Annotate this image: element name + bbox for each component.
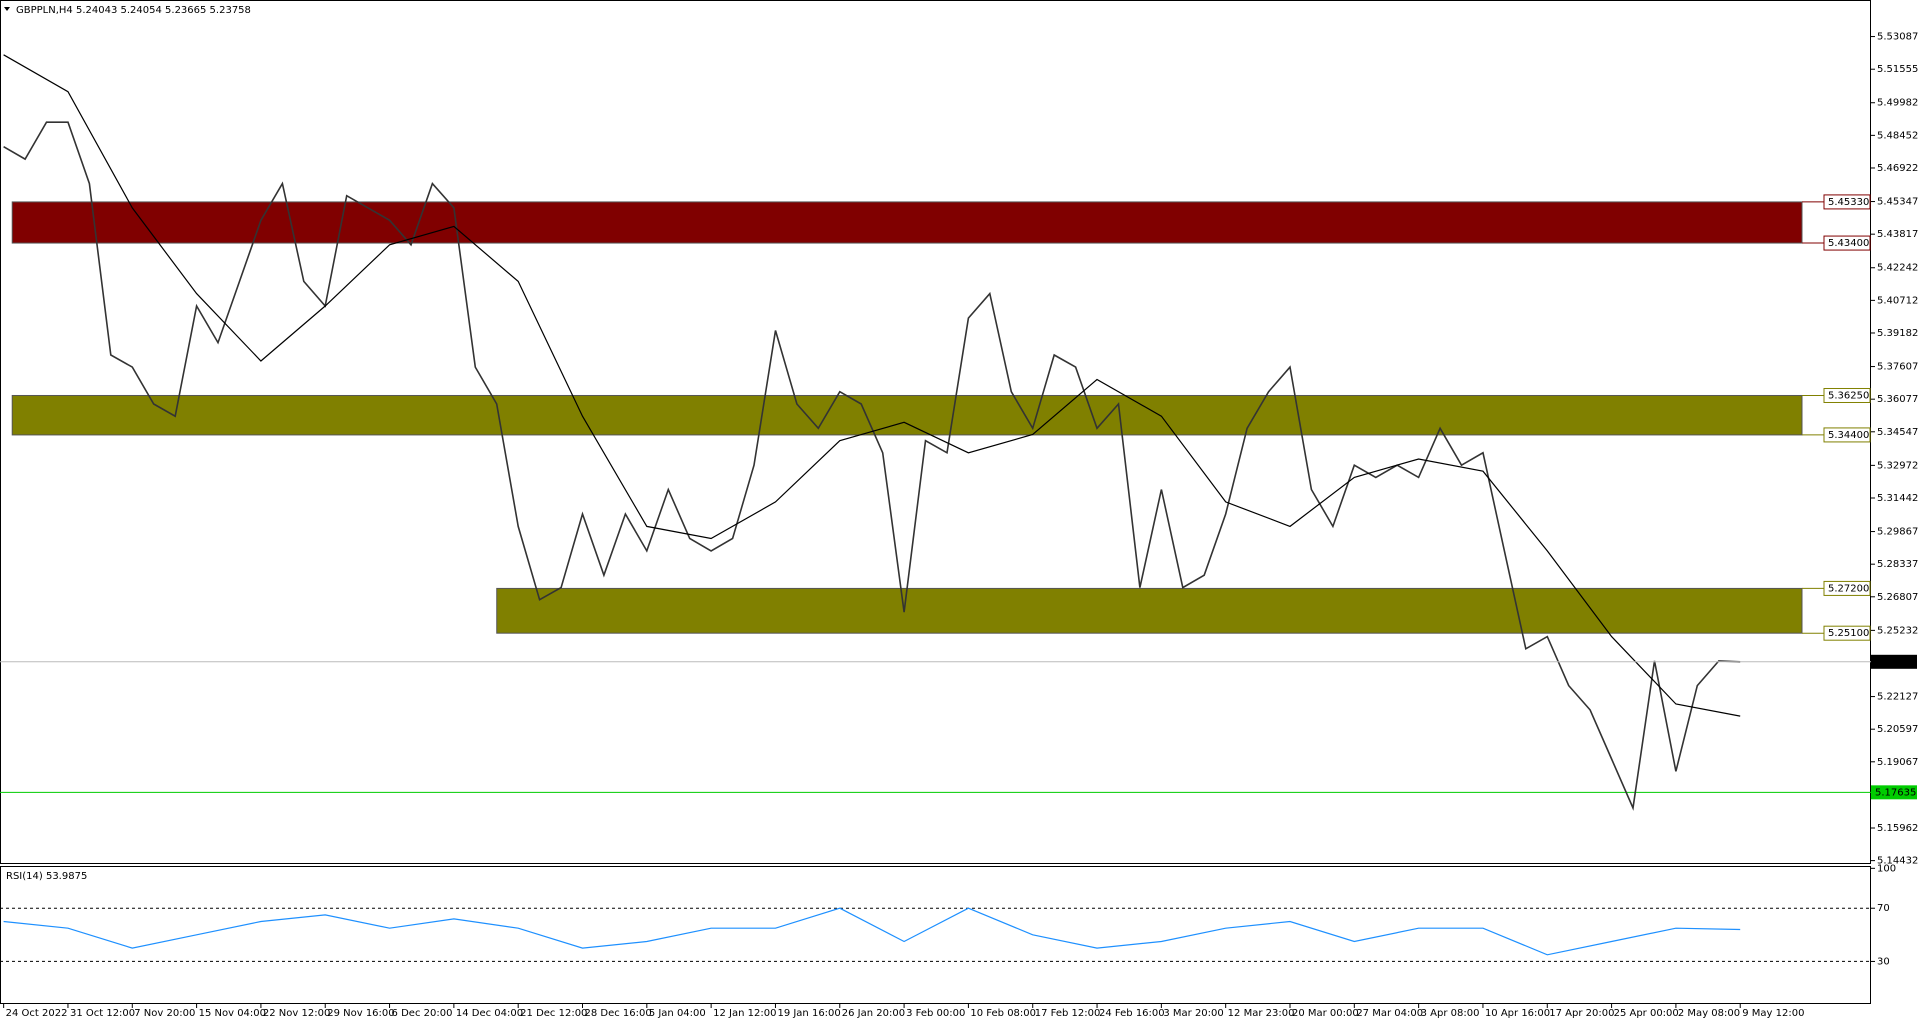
y-tick-label: 5.31442 — [1877, 493, 1918, 504]
y-tick-label: 5.46922 — [1877, 163, 1918, 174]
x-tick-label: 15 Nov 04:00 — [199, 1008, 266, 1019]
x-tick-label: 12 Jan 12:00 — [713, 1008, 776, 1019]
y-tick-label: 5.19067 — [1877, 757, 1918, 768]
y-tick-label: 5.36077 — [1877, 394, 1918, 405]
y-tick-label: 5.32972 — [1877, 460, 1918, 471]
x-tick-label: 17 Feb 12:00 — [1035, 1008, 1101, 1019]
support-label: 5.17635 — [1875, 787, 1916, 798]
x-tick-label: 28 Dec 16:00 — [585, 1008, 652, 1019]
y-tick-label: 5.53087 — [1877, 32, 1918, 43]
zone-label-box — [1823, 580, 1871, 596]
zone — [11, 201, 1803, 244]
rsi-title: RSI(14) 53.9875 — [6, 871, 87, 882]
x-tick-label: 31 Oct 12:00 — [70, 1008, 135, 1019]
x-tick-label: 19 Jan 16:00 — [777, 1008, 840, 1019]
x-tick-label: 3 Apr 08:00 — [1421, 1008, 1480, 1019]
rsi-tick-label: 30 — [1877, 956, 1890, 967]
rsi-panel — [0, 866, 1871, 1004]
y-tick-label: 5.26807 — [1877, 592, 1918, 603]
y-tick-label: 5.39182 — [1877, 328, 1918, 339]
rsi-tick-label: 100 — [1877, 863, 1896, 874]
y-tick-label: 5.14432 — [1877, 856, 1918, 867]
zone-label-box — [1823, 194, 1871, 210]
support-label-box — [1871, 785, 1917, 800]
zone-label: 5.25100 — [1828, 628, 1869, 639]
zone-label: 5.34400 — [1828, 430, 1869, 441]
y-tick-label: 5.37607 — [1877, 362, 1918, 373]
x-tick-label: 5 Jan 04:00 — [649, 1008, 706, 1019]
rsi-line — [3, 907, 1741, 956]
y-tick-label: 5.34547 — [1877, 427, 1918, 438]
x-tick-label: 7 Nov 20:00 — [134, 1008, 195, 1019]
x-tick-label: 12 Mar 23:00 — [1228, 1008, 1295, 1019]
y-tick-label: 5.22127 — [1877, 692, 1918, 703]
x-tick-label: 3 Feb 00:00 — [906, 1008, 965, 1019]
x-tick-label: 17 Apr 20:00 — [1549, 1008, 1614, 1019]
rsi-tick-label: 70 — [1877, 903, 1890, 914]
zone-label: 5.27200 — [1828, 583, 1869, 594]
x-tick-label: 14 Dec 04:00 — [456, 1008, 523, 1019]
y-tick-label: 5.51555 — [1877, 64, 1918, 75]
y-tick-label: 5.20597 — [1877, 724, 1918, 735]
zone-label-box — [1823, 387, 1871, 403]
zone — [496, 587, 1803, 634]
x-tick-label: 9 May 12:00 — [1742, 1008, 1804, 1019]
zone-label-box — [1823, 625, 1871, 641]
y-tick-label: 5.15962 — [1877, 823, 1918, 834]
x-tick-label: 22 Nov 12:00 — [263, 1008, 330, 1019]
x-tick-label: 25 Apr 00:00 — [1614, 1008, 1679, 1019]
moving-average — [3, 54, 1741, 717]
y-tick-label: 5.49982 — [1877, 98, 1918, 109]
zone-label-box — [1823, 427, 1871, 443]
x-tick-label: 24 Feb 16:00 — [1099, 1008, 1165, 1019]
y-tick-label: 5.45347 — [1877, 197, 1918, 208]
zone-label: 5.43400 — [1828, 238, 1869, 249]
current-price-box — [1871, 654, 1917, 669]
x-tick-label: 24 Oct 2022 — [6, 1008, 68, 1019]
x-tick-label: 6 Dec 20:00 — [392, 1008, 453, 1019]
price-line — [3, 121, 1741, 811]
y-tick-label: 5.42242 — [1877, 263, 1918, 274]
menu-arrow[interactable] — [4, 7, 10, 11]
x-tick-label: 21 Dec 12:00 — [520, 1008, 587, 1019]
current-price-label: 5.23758 — [1875, 657, 1916, 668]
y-tick-label: 5.29867 — [1877, 527, 1918, 538]
y-tick-label: 5.43817 — [1877, 229, 1918, 240]
x-tick-label: 2 May 08:00 — [1678, 1008, 1740, 1019]
x-tick-label: 10 Apr 16:00 — [1485, 1008, 1550, 1019]
zone — [11, 394, 1803, 436]
y-tick-label: 5.28337 — [1877, 559, 1918, 570]
x-tick-label: 29 Nov 16:00 — [327, 1008, 394, 1019]
chart-title: GBPPLN,H4 5.24043 5.24054 5.23665 5.2375… — [16, 5, 251, 16]
x-tick-label: 26 Jan 20:00 — [842, 1008, 905, 1019]
zone-label-box — [1823, 235, 1871, 251]
zone-label: 5.36250 — [1828, 390, 1869, 401]
zone-label: 5.45330 — [1828, 197, 1869, 208]
x-tick-label: 3 Mar 20:00 — [1163, 1008, 1223, 1019]
x-tick-label: 27 Mar 04:00 — [1356, 1008, 1423, 1019]
y-tick-label: 5.40712 — [1877, 295, 1918, 306]
x-tick-label: 10 Feb 08:00 — [970, 1008, 1036, 1019]
y-tick-label: 5.25232 — [1877, 625, 1918, 636]
y-tick-label: 5.48452 — [1877, 130, 1918, 141]
x-tick-label: 20 Mar 00:00 — [1292, 1008, 1359, 1019]
